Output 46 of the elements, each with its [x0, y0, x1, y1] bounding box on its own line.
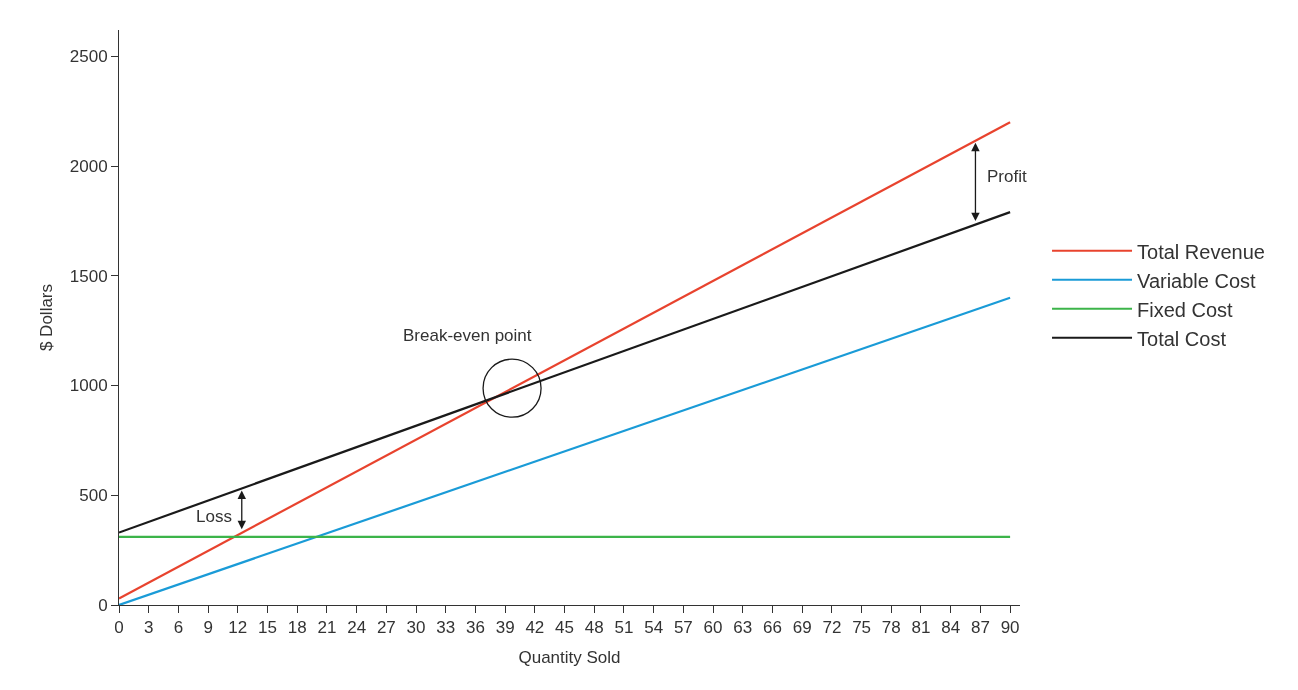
x-tick-label: 84 [941, 618, 961, 638]
x-tick-label: 63 [733, 618, 753, 638]
x-tick-label: 3 [143, 618, 154, 638]
y-tick-label: 2500 [69, 47, 108, 67]
y-tick-label: 1500 [69, 266, 108, 286]
legend-label: Variable Cost [1137, 269, 1257, 292]
x-tick-label: 75 [852, 618, 872, 638]
x-tick-label: 48 [584, 618, 604, 638]
y-axis-title: $ Dollars [37, 283, 57, 352]
x-tick-label: 90 [1000, 618, 1020, 638]
y-tick-label: 0 [98, 595, 108, 615]
x-tick-label: 42 [525, 618, 545, 638]
x-tick-label: 72 [822, 618, 842, 638]
x-tick-label: 12 [228, 618, 248, 638]
legend-label: Total Revenue [1137, 240, 1265, 263]
x-tick-label: 54 [644, 618, 664, 638]
x-tick-label: 69 [792, 618, 812, 638]
annotation: Break-even point [403, 326, 532, 345]
y-tick-label: 1000 [69, 376, 108, 396]
y-tick-label: 2000 [69, 157, 108, 177]
x-tick-label: 51 [614, 618, 634, 638]
x-tick-label: 6 [173, 618, 184, 638]
annotation: Profit [987, 167, 1027, 186]
x-tick-label: 81 [911, 618, 931, 638]
x-tick-label: 45 [555, 618, 575, 638]
x-tick-label: 66 [763, 618, 782, 638]
legend-label: Total Cost [1137, 327, 1227, 350]
x-tick-label: 57 [673, 618, 693, 638]
x-tick-label: 18 [287, 618, 307, 638]
x-tick-label: 9 [203, 618, 213, 638]
x-tick-label: 24 [347, 618, 367, 638]
x-tick-label: 15 [258, 618, 277, 638]
x-axis-title: Quantity Sold [518, 647, 621, 667]
x-tick-label: 27 [376, 618, 396, 638]
x-tick-label: 21 [317, 618, 337, 638]
x-tick-label: 39 [495, 618, 515, 638]
legend-label: Fixed Cost [1137, 298, 1234, 321]
x-tick-label: 30 [406, 618, 426, 638]
x-tick-label: 33 [436, 618, 456, 638]
y-tick-label: 500 [79, 486, 108, 506]
x-tick-label: 87 [970, 618, 990, 638]
x-tick-label: 0 [114, 618, 124, 638]
x-tick-label: 60 [703, 618, 723, 638]
x-tick-label: 36 [465, 618, 485, 638]
annotation: Loss [196, 507, 232, 526]
x-tick-label: 78 [881, 618, 901, 638]
